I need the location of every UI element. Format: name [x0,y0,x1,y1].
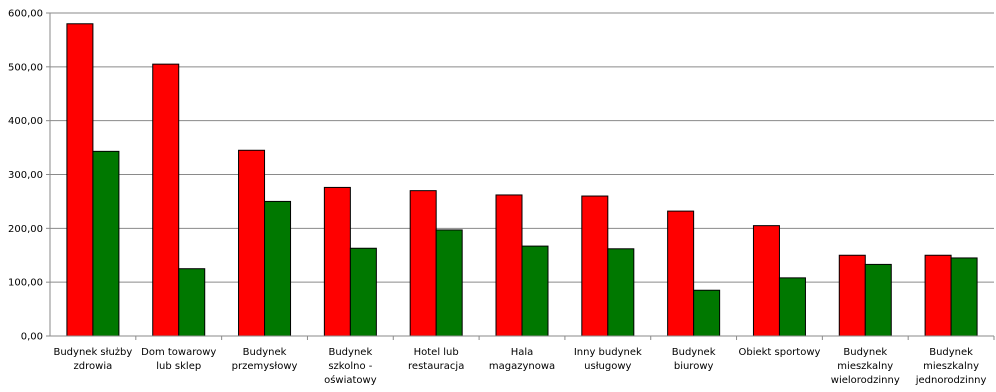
y-tick-label: 300,00 [8,170,43,181]
bar-series-1 [152,63,180,337]
bar-series-1 [752,225,780,337]
y-tick-label: 500,00 [8,62,43,73]
bar-series-1 [66,23,94,337]
x-category-label: Hotel lub restauracja [408,347,464,372]
bar-series-2 [950,257,978,337]
bar-series-1 [667,210,695,337]
x-category-label: Budynek służby zdrowia [53,347,132,372]
bar-series-1 [581,195,609,337]
bar-series-2 [693,289,721,337]
x-category-label: Budynek mieszkalny wielorodzinny [831,347,900,386]
bar-series-2 [864,263,892,337]
y-tick-label: 400,00 [8,116,43,127]
x-axis-category-labels: Budynek służby zdrowia Dom towarowy lub skl… [53,347,986,386]
x-category-label: Budynek szkolno -oświatowy [324,347,377,386]
bar-series-1 [838,254,866,337]
x-category-label: Budynek mieszkalny jednorodzinny [915,347,987,386]
x-category-label: Budynek przemysłowy [232,347,298,372]
bar-series-1 [495,194,523,337]
bar-series-2 [349,247,377,337]
y-tick-label: 0,00 [21,332,43,343]
bars [66,23,978,337]
x-category-label: Budynek biurowy [672,347,716,372]
bar-series-2 [264,200,292,337]
bar-series-2 [607,248,635,337]
axes [46,12,995,340]
bar-series-2 [178,268,206,337]
x-category-label: Inny budynek usługowy [574,347,642,372]
bar-series-1 [238,149,266,337]
bar-series-2 [778,277,806,337]
y-axis-tick-labels: 0,00 100,00 200,00 300,00 400,00 500,00 600,00 [8,9,43,343]
x-category-label: Dom towarowy lub sklep [141,347,216,372]
y-tick-label: 200,00 [8,224,43,235]
bar-series-1 [323,186,351,337]
x-category-label: Obiekt sportowy [738,347,820,358]
y-tick-label: 600,00 [8,9,43,20]
x-category-label: Hala magazynowa [489,347,555,372]
bar-series-1 [924,254,952,337]
y-tick-label: 100,00 [8,278,43,289]
bar-series-2 [521,245,549,337]
bar-series-2 [92,150,120,337]
bar-series-2 [435,229,463,337]
bar-series-1 [409,190,437,337]
